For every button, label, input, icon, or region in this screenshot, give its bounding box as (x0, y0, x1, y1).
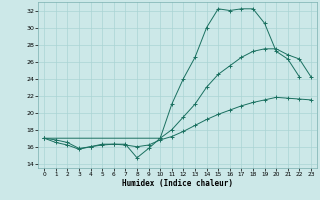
X-axis label: Humidex (Indice chaleur): Humidex (Indice chaleur) (122, 179, 233, 188)
